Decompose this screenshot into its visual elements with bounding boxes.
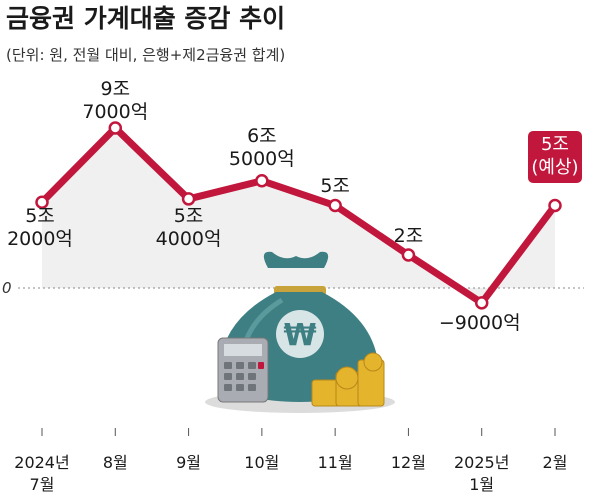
data-point [474,296,489,310]
tick-layer: 2024년 7월 8월 9월 10월 11월 12월 2025년 1월 2월 [14,428,567,494]
data-label: 9조 [100,78,130,100]
data-point [35,195,49,209]
x-tick-label: 8월 [103,453,128,472]
x-tick-label: 2025년 [454,453,509,472]
x-tick-label: 2024년 [14,453,69,472]
x-tick-label: 11월 [318,453,353,472]
data-point [401,248,416,262]
zero-label: 0 [2,279,12,297]
data-label: 5조 [320,175,350,197]
coin-stacks-icon [311,352,385,407]
line-layer [35,121,562,310]
data-label: 5조 [541,134,569,155]
won-coin-emblem [276,310,324,358]
data-point [548,198,562,213]
chart-subtitle: (단위: 원, 전월 대비, 은행+제2금융권 합계) [6,46,285,64]
x-tick-label: 12월 [391,453,426,472]
x-tick-label: 7월 [30,475,55,494]
label-layer: 5조2000억9조7000억5조4000억6조5000억5조2조−9000억5조… [7,78,582,334]
calculator-icon [217,337,269,403]
data-point [108,121,123,135]
data-point [328,198,342,213]
won-sign-icon: ₩ [283,318,316,353]
data-label: 5조 [25,205,55,227]
data-label: 5조 [174,205,204,227]
forecast-badge [528,131,582,183]
data-point [181,192,196,206]
area-layer [42,128,555,303]
series-area [42,128,555,303]
data-label: 7000억 [82,101,148,123]
data-label: −9000억 [439,312,521,334]
x-tick-label: 1월 [469,475,494,494]
x-tick-label: 10월 [244,453,279,472]
x-tick-label: 2월 [543,453,568,472]
series-line [38,124,559,307]
data-label: (예상) [531,157,578,178]
data-label: 5000억 [229,148,295,170]
data-label: 2조 [394,225,424,247]
chart-title: 금융권 가계대출 증감 추이 [6,4,285,33]
data-label: 4000억 [156,228,222,250]
data-point [255,174,269,188]
bag-top [263,251,329,268]
data-label: 6조 [247,125,277,147]
x-tick-label: 9월 [176,453,201,472]
data-label: 2000억 [7,228,73,250]
